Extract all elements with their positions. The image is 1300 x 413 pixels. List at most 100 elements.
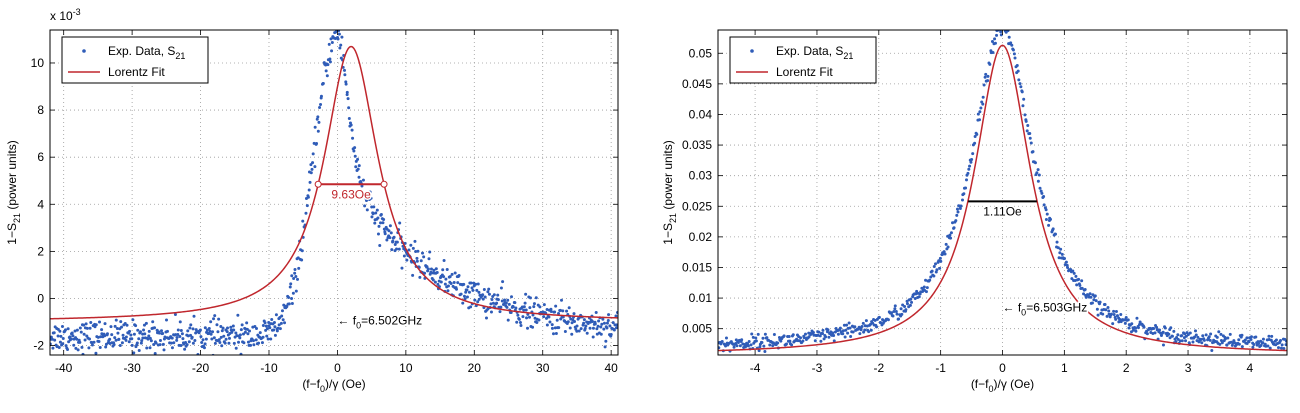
data-point xyxy=(1017,78,1021,82)
data-point xyxy=(344,82,348,86)
data-point xyxy=(363,192,367,196)
data-point xyxy=(979,106,983,110)
data-point xyxy=(215,323,219,327)
data-point xyxy=(138,330,142,334)
linewidth-label: 1.11Oe xyxy=(983,204,1022,218)
data-point xyxy=(944,242,948,246)
data-point xyxy=(134,324,138,328)
data-point xyxy=(268,326,272,330)
data-point xyxy=(1035,171,1039,175)
data-point xyxy=(52,331,56,335)
data-point xyxy=(96,335,100,339)
data-point xyxy=(1266,344,1270,348)
data-point xyxy=(841,329,845,333)
data-point xyxy=(113,336,117,340)
data-point xyxy=(1042,203,1046,207)
data-point xyxy=(300,258,304,262)
data-point xyxy=(1026,123,1030,127)
data-point xyxy=(395,247,399,251)
y-exponent-label: x 10-3 xyxy=(50,7,81,23)
data-point xyxy=(1063,257,1066,261)
data-point xyxy=(270,318,274,322)
data-point xyxy=(565,309,569,313)
data-point xyxy=(224,337,228,341)
data-point xyxy=(76,348,80,352)
data-point xyxy=(894,309,898,313)
data-point xyxy=(272,321,276,325)
data-point xyxy=(897,317,901,321)
legend-entry-label: Lorentz Fit xyxy=(776,65,833,79)
data-point xyxy=(532,302,536,306)
data-point xyxy=(1274,338,1278,342)
data-point xyxy=(844,328,848,332)
data-point xyxy=(301,219,305,223)
data-point xyxy=(746,344,750,348)
data-point xyxy=(61,342,65,346)
data-point xyxy=(811,331,815,335)
data-point xyxy=(58,329,62,333)
data-point xyxy=(385,238,389,242)
data-point xyxy=(330,49,334,53)
data-point xyxy=(1204,333,1208,337)
data-point xyxy=(132,332,136,336)
data-point xyxy=(517,317,521,321)
data-point xyxy=(522,308,526,312)
data-point xyxy=(513,301,517,305)
data-point xyxy=(191,327,195,331)
data-point xyxy=(913,296,917,300)
data-point xyxy=(184,341,188,345)
legend-marker-dot xyxy=(82,49,86,53)
resonance-frequency-label: ← f0=6.503GHz xyxy=(1003,301,1088,318)
data-point xyxy=(875,325,879,329)
data-point xyxy=(254,327,258,331)
data-point xyxy=(1096,313,1100,317)
data-point xyxy=(347,106,351,110)
data-point xyxy=(349,123,353,127)
data-point xyxy=(558,308,562,312)
data-point xyxy=(859,328,863,332)
data-point xyxy=(1126,318,1130,322)
data-point xyxy=(292,276,296,280)
data-point xyxy=(356,157,360,161)
data-point xyxy=(591,326,595,330)
data-point xyxy=(821,328,825,332)
data-point xyxy=(85,334,89,338)
y-tick-label: 0 xyxy=(37,291,44,305)
data-point xyxy=(1093,294,1097,298)
linewidth-marker-right xyxy=(380,180,388,188)
data-point xyxy=(768,343,772,347)
data-point xyxy=(287,302,291,306)
data-point xyxy=(554,304,558,308)
data-point xyxy=(516,313,520,317)
data-point xyxy=(1111,322,1115,326)
data-point xyxy=(960,198,964,202)
data-point xyxy=(1020,90,1024,94)
data-point xyxy=(324,69,328,73)
data-point xyxy=(249,343,253,347)
data-point xyxy=(838,326,842,330)
data-point xyxy=(236,313,240,317)
data-point xyxy=(492,293,496,297)
data-point xyxy=(807,335,811,339)
data-point xyxy=(346,97,350,101)
data-point xyxy=(391,239,395,243)
data-point xyxy=(756,332,760,336)
data-point xyxy=(506,298,510,302)
data-point xyxy=(218,341,222,345)
data-point xyxy=(60,324,64,328)
data-point xyxy=(771,344,775,348)
data-point xyxy=(347,116,351,120)
data-point xyxy=(1021,104,1025,108)
data-point xyxy=(151,320,155,324)
data-point xyxy=(311,161,315,165)
data-point xyxy=(946,245,950,249)
data-point xyxy=(75,328,79,332)
data-point xyxy=(583,327,587,331)
data-point xyxy=(132,351,136,355)
data-point xyxy=(1279,346,1283,350)
data-point xyxy=(545,308,549,312)
data-point xyxy=(826,328,830,332)
data-point xyxy=(1153,331,1157,335)
data-point xyxy=(490,298,494,302)
data-point xyxy=(464,290,468,294)
